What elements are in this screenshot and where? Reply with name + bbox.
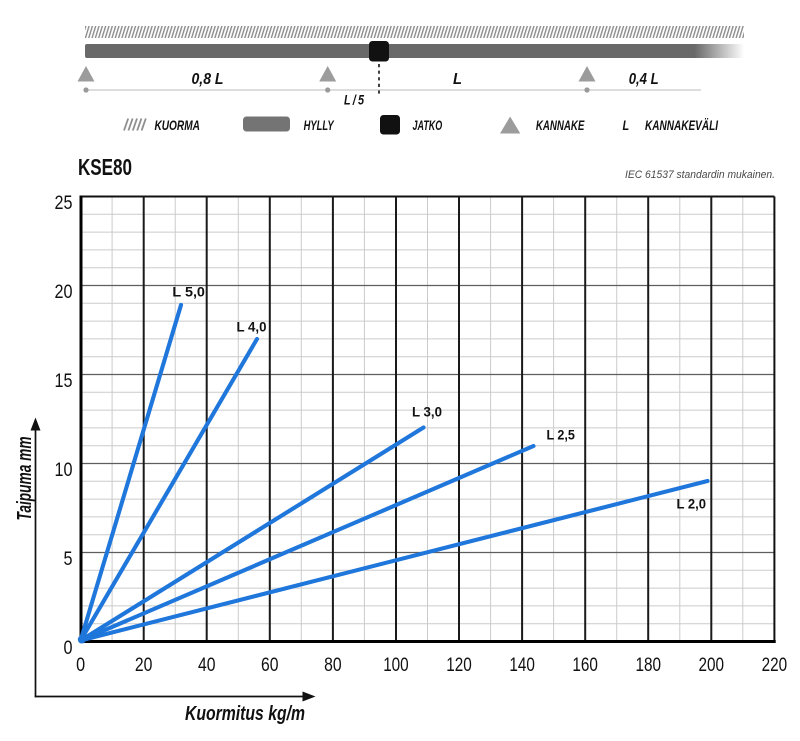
svg-text:L 2,0: L 2,0 [677, 496, 707, 511]
svg-text:5: 5 [64, 548, 73, 570]
svg-text:160: 160 [572, 654, 598, 676]
svg-text:180: 180 [635, 654, 661, 676]
svg-text:140: 140 [509, 654, 535, 676]
svg-text:60: 60 [261, 654, 279, 676]
svg-text:0: 0 [76, 654, 85, 676]
svg-text:220: 220 [762, 654, 788, 676]
svg-text:L / 5: L / 5 [344, 93, 364, 108]
svg-text:100: 100 [383, 654, 409, 676]
svg-text:KSE80: KSE80 [78, 154, 132, 180]
svg-text:L 5,0: L 5,0 [172, 285, 205, 300]
svg-text:L: L [622, 117, 629, 133]
svg-text:0,4 L: 0,4 L [629, 71, 659, 88]
svg-text:0: 0 [64, 637, 73, 659]
svg-text:15: 15 [55, 370, 73, 392]
svg-text:25: 25 [55, 192, 73, 214]
svg-text:Kuormitus kg/m: Kuormitus kg/m [185, 703, 305, 725]
svg-text:80: 80 [324, 654, 342, 676]
svg-text:0,8 L: 0,8 L [192, 71, 224, 88]
svg-text:HYLLY: HYLLY [304, 117, 335, 133]
svg-text:KANNAKE: KANNAKE [536, 117, 585, 133]
svg-text:KANNAKEVÄLI: KANNAKEVÄLI [645, 117, 719, 133]
svg-text:40: 40 [198, 654, 216, 676]
svg-text:120: 120 [446, 654, 472, 676]
svg-text:IEC 61537 standardin mukainen.: IEC 61537 standardin mukainen. [625, 169, 775, 181]
svg-text:KUORMA: KUORMA [154, 117, 200, 133]
svg-text:L 2,5: L 2,5 [546, 427, 575, 442]
svg-text:20: 20 [135, 654, 153, 676]
svg-text:200: 200 [699, 654, 725, 676]
svg-text:L 3,0: L 3,0 [412, 405, 442, 420]
svg-text:20: 20 [55, 281, 73, 303]
svg-text:L 4,0: L 4,0 [237, 319, 267, 334]
svg-text:10: 10 [55, 459, 73, 481]
svg-text:Taipuma mm: Taipuma mm [14, 437, 36, 521]
svg-text:L: L [453, 71, 462, 88]
svg-text:JATKO: JATKO [413, 117, 443, 133]
